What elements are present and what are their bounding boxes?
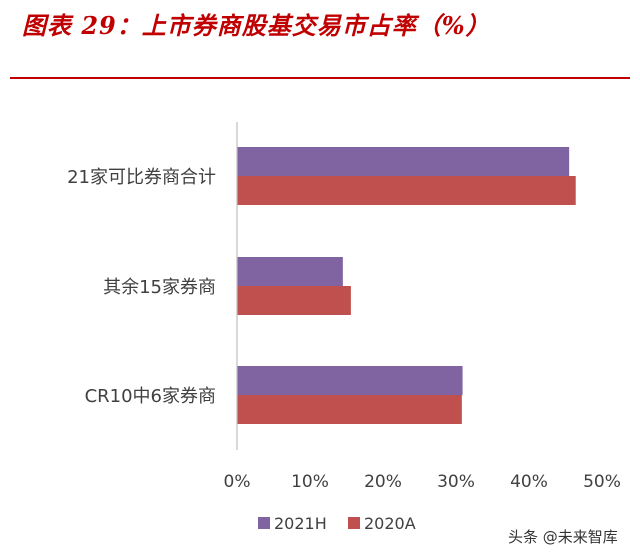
x-tick-label: 0%	[224, 472, 251, 492]
bar-2020A-0	[237, 176, 576, 205]
bar-2021H-0	[237, 147, 570, 176]
legend-swatch-2021H	[258, 517, 270, 529]
legend-swatch-2020A	[348, 517, 360, 529]
bar-2020A-1	[237, 286, 351, 315]
x-tick-labels: 0% 10% 20% 30% 40% 50%	[224, 472, 621, 492]
x-tick-label: 20%	[364, 472, 402, 492]
bar-2020A-2	[237, 395, 462, 424]
legend-label-2021H: 2021H	[274, 514, 327, 533]
legend: 2021H 2020A	[258, 514, 416, 533]
title-divider	[10, 77, 630, 79]
bar-2021H-1	[237, 257, 343, 286]
x-tick-label: 40%	[510, 472, 548, 492]
category-label: 21家可比券商合计	[67, 167, 216, 188]
watermark: 头条 @未来智库	[508, 528, 618, 546]
x-tick-label: 30%	[437, 472, 475, 492]
bar-2021H-2	[237, 366, 463, 395]
category-label: 其余15家券商	[103, 277, 216, 298]
bars-group	[237, 147, 576, 424]
category-label: CR10中6家券商	[85, 386, 216, 407]
x-tick-label: 50%	[583, 472, 621, 492]
legend-label-2020A: 2020A	[364, 514, 416, 533]
chart-title: 图表 29：上市券商股基交易市占率（%）	[22, 11, 491, 40]
x-tick-label: 10%	[291, 472, 329, 492]
